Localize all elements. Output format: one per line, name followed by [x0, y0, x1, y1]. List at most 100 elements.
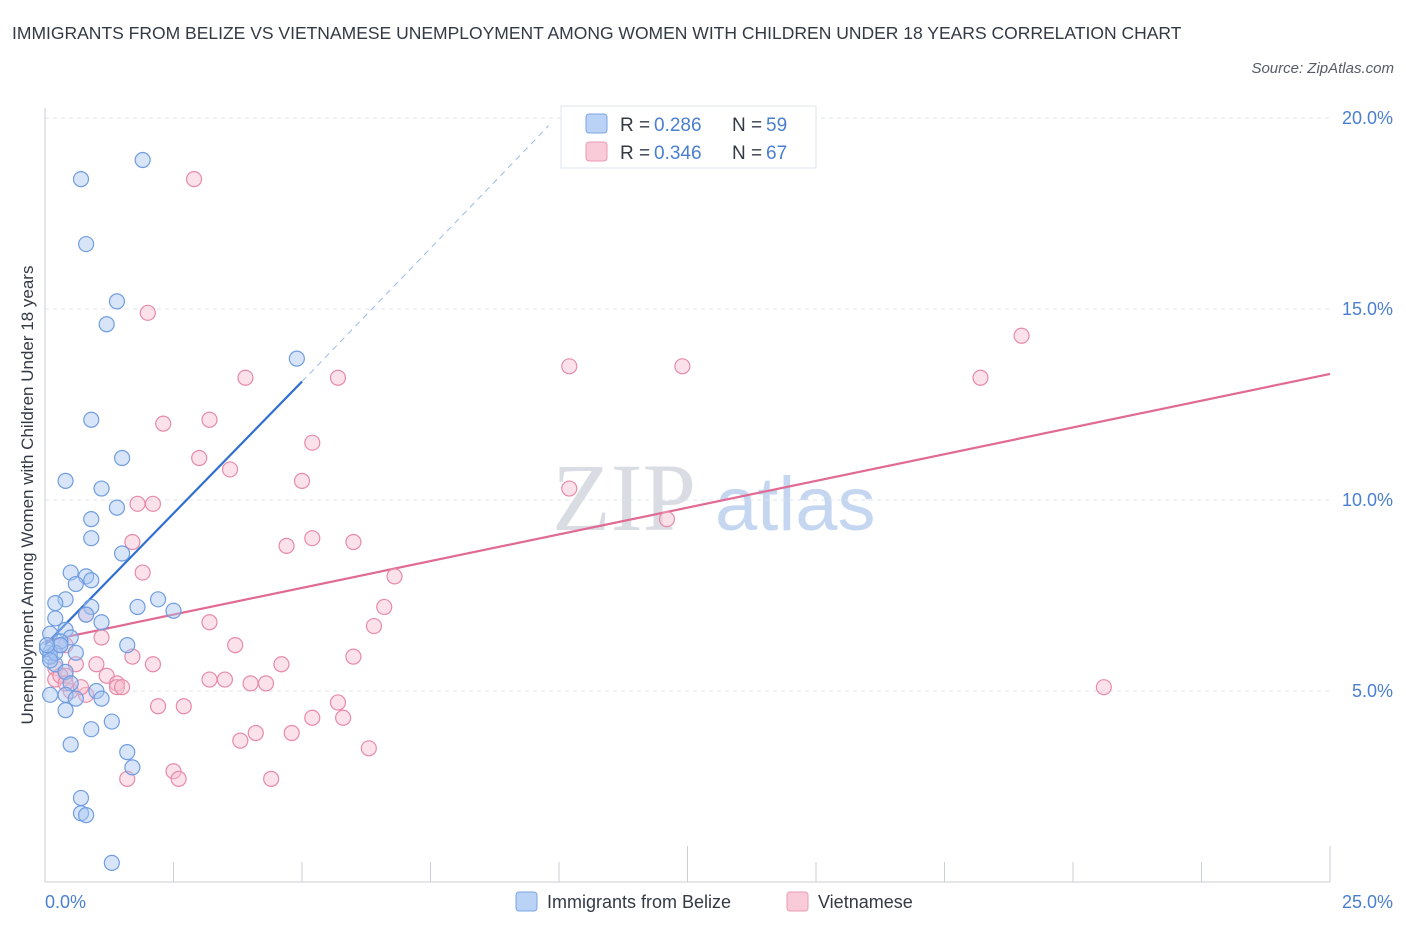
- point-pink-62: [170, 770, 187, 787]
- point-blue-47: [62, 736, 79, 753]
- point-pink-32: [345, 648, 362, 665]
- point-pink-66: [57, 675, 74, 692]
- point-pink-10: [304, 434, 321, 451]
- point-blue-10: [108, 499, 126, 516]
- point-blue-40: [67, 690, 84, 707]
- point-pink-15: [129, 495, 146, 512]
- point-pink-41: [201, 671, 218, 688]
- gridlines: [45, 117, 1330, 692]
- point-blue-48: [119, 744, 136, 761]
- point-pink-7: [972, 369, 989, 386]
- point-blue-41: [42, 686, 59, 703]
- point-blue-57: [52, 637, 69, 654]
- legend-r-label-2: R =: [620, 143, 650, 164]
- y-axis-label: Unemployment Among Women with Children U…: [18, 266, 37, 725]
- point-pink-26: [201, 614, 218, 631]
- bottom-legend-swatch-belize: [515, 891, 538, 912]
- y-tick-label-0: 5.0%: [1352, 681, 1393, 701]
- point-blue-24: [47, 610, 64, 627]
- y-tick-labels: 5.0% 10.0% 15.0% 20.0%: [1342, 108, 1393, 701]
- point-blue-44: [57, 701, 74, 719]
- trend-line-0: [44, 380, 303, 646]
- point-blue-46: [83, 721, 100, 738]
- point-blue-1: [72, 171, 90, 188]
- point-blue-52: [78, 807, 95, 824]
- top-legend: R = 0.286 N = 59 R = 0.346 N = 67: [560, 105, 817, 169]
- point-pink-46: [257, 675, 275, 692]
- trend-line-1: [44, 372, 1331, 643]
- point-blue-58: [38, 637, 56, 654]
- point-blue-33: [119, 637, 136, 654]
- legend-n-value-2: 67: [766, 143, 787, 164]
- bottom-legend-label-belize: Immigrants from Belize: [547, 892, 731, 912]
- point-blue-50: [72, 789, 90, 807]
- point-pink-53: [175, 698, 192, 715]
- watermark-atlas: atlas: [715, 462, 876, 547]
- y-tick-label-2: 15.0%: [1342, 299, 1393, 319]
- point-pink-9: [155, 415, 172, 432]
- point-blue-26: [93, 614, 110, 631]
- point-pink-22: [134, 564, 151, 581]
- point-pink-16: [144, 495, 162, 512]
- chart-title: IMMIGRANTS FROM BELIZE VS VIETNAMESE UNE…: [12, 23, 1182, 43]
- point-pink-54: [304, 709, 321, 726]
- point-pink-50: [1095, 679, 1112, 696]
- bottom-legend-label-vietnamese: Vietnamese: [818, 892, 913, 912]
- point-blue-17: [83, 572, 100, 589]
- point-pink-2: [1013, 327, 1030, 344]
- point-pink-24: [376, 598, 393, 616]
- point-blue-32: [67, 644, 84, 661]
- x-tick-label-1: 25.0%: [1342, 892, 1393, 912]
- legend-r-label-1: R =: [620, 115, 650, 136]
- bottom-legend-swatch-vietnamese: [786, 891, 809, 912]
- point-blue-53: [103, 854, 120, 872]
- point-blue-19: [47, 595, 64, 612]
- x-tick-labels: 0.0% 25.0%: [45, 892, 1393, 912]
- legend-r-value-1: 0.286: [654, 115, 702, 136]
- y-tick-label-3: 20.0%: [1342, 108, 1393, 128]
- point-blue-6: [83, 411, 100, 428]
- point-blue-20: [149, 591, 167, 608]
- point-pink-17: [658, 510, 676, 528]
- point-pink-51: [329, 694, 347, 711]
- point-pink-44: [108, 679, 126, 696]
- point-blue-22: [165, 602, 182, 619]
- point-pink-28: [93, 629, 110, 646]
- point-pink-4: [329, 369, 347, 386]
- point-pink-37: [273, 656, 290, 673]
- point-pink-0: [185, 171, 203, 188]
- point-blue-12: [83, 530, 100, 547]
- point-blue-49: [124, 759, 141, 776]
- legend-n-label-2: N =: [732, 143, 762, 164]
- x-tick-label-0: 0.0%: [45, 892, 86, 912]
- point-pink-8: [201, 411, 218, 428]
- point-pink-13: [293, 472, 311, 489]
- point-blue-11: [83, 510, 100, 528]
- trend-lines: [44, 125, 1331, 646]
- legend-r-value-2: 0.346: [654, 143, 702, 164]
- point-blue-21: [129, 598, 146, 616]
- point-pink-59: [360, 740, 377, 757]
- point-pink-1: [139, 304, 156, 321]
- point-blue-3: [108, 293, 126, 310]
- point-blue-43: [93, 690, 110, 707]
- trend-line-extension-0: [301, 125, 550, 382]
- point-blue-18: [57, 591, 74, 608]
- point-blue-9: [93, 480, 110, 497]
- point-blue-5: [288, 350, 305, 367]
- point-pink-18: [304, 530, 321, 547]
- point-blue-45: [103, 713, 120, 730]
- point-pink-34: [144, 656, 162, 673]
- source-label: Source: ZipAtlas.com: [1251, 60, 1394, 77]
- point-pink-57: [247, 724, 264, 742]
- point-pink-47: [242, 675, 259, 692]
- point-pink-29: [227, 637, 244, 654]
- point-pink-27: [365, 617, 383, 635]
- point-pink-42: [216, 671, 233, 688]
- legend-n-label-1: N =: [732, 115, 762, 136]
- point-pink-5: [561, 358, 578, 375]
- point-pink-20: [345, 533, 362, 551]
- point-pink-56: [283, 724, 300, 742]
- legend-swatch-belize: [585, 113, 608, 134]
